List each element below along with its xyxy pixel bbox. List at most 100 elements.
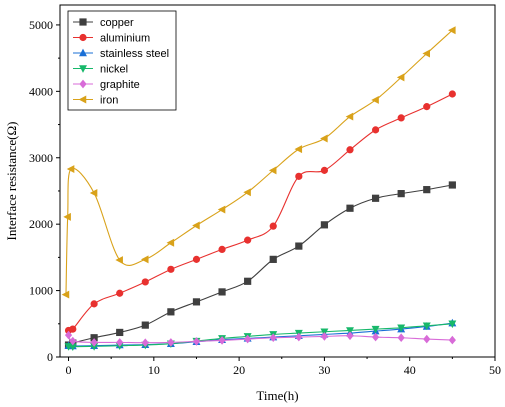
legend-marker: [79, 65, 87, 73]
y-axis-title: Interface resistance(Ω): [4, 122, 19, 241]
legend-item: graphite: [73, 79, 140, 91]
data-point: [192, 298, 201, 306]
data-point: [166, 238, 175, 247]
legend-item: stainless steel: [73, 48, 169, 60]
data-point: [448, 320, 457, 329]
data-point: [422, 322, 431, 331]
plot-frame: [59, 4, 496, 358]
data-point: [269, 255, 277, 263]
legend-marker: [78, 95, 87, 104]
axes: 0 10 20 30 40 50 0 1000 2000 3000 4000 5000: [29, 4, 501, 377]
series-line: [68, 93, 453, 332]
data-point: [346, 327, 354, 335]
data-point: [423, 103, 431, 111]
y-tick-label: 4000: [29, 84, 53, 98]
y-tick-label: 1000: [29, 284, 53, 298]
data-point: [218, 245, 226, 254]
legend-label: nickel: [100, 64, 128, 76]
data-point: [217, 205, 226, 214]
legend-label: graphite: [100, 79, 140, 91]
data-point: [89, 188, 98, 197]
data-point: [397, 324, 406, 333]
data-point: [116, 289, 124, 297]
data-point: [116, 328, 124, 337]
data-point: [244, 236, 252, 244]
legend: copper aluminium stainless steel nickel grap…: [67, 10, 177, 111]
data-point: [69, 336, 77, 346]
legend-item: aluminium: [73, 33, 150, 45]
series-copper: [64, 181, 456, 349]
data-point: [320, 134, 328, 143]
data-point: [269, 333, 277, 343]
data-point: [346, 146, 354, 154]
data-point: [167, 308, 175, 316]
legend-marker: [79, 18, 87, 26]
data-point: [243, 188, 251, 197]
series-iron: [61, 26, 456, 299]
data-point: [63, 212, 71, 221]
legend-label: iron: [100, 95, 118, 107]
data-point: [423, 186, 431, 194]
data-point: [371, 194, 380, 202]
data-point: [61, 290, 70, 299]
data-point: [448, 335, 456, 345]
legend-item: nickel: [73, 64, 128, 76]
data-point: [448, 181, 456, 189]
data-point: [192, 337, 201, 346]
data-point: [397, 190, 405, 198]
x-tick-label: 30: [318, 363, 330, 377]
data-point: [320, 221, 329, 229]
legend-label: copper: [100, 17, 134, 29]
data-point: [64, 330, 73, 340]
data-point: [141, 321, 149, 329]
series-aluminium: [64, 90, 456, 335]
legend-item: copper: [73, 17, 134, 29]
x-tick-label: 10: [148, 363, 160, 377]
data-point: [448, 90, 456, 98]
data-point: [295, 172, 303, 180]
y-tick-label: 0: [47, 350, 53, 364]
data-point: [396, 73, 405, 82]
legend-marker: [79, 48, 87, 57]
x-axis-title: Time(h): [256, 388, 298, 403]
data-point: [345, 112, 354, 121]
legend-label: aluminium: [100, 33, 150, 45]
data-point: [244, 334, 252, 344]
y-tick-label: 3000: [29, 151, 53, 165]
y-tick-label: 5000: [29, 18, 53, 32]
data-point: [268, 166, 277, 175]
y-tick-label: 2000: [29, 217, 53, 231]
data-point: [192, 255, 201, 263]
data-point: [320, 166, 329, 174]
series-graphite: [64, 330, 456, 348]
x-tick-label: 40: [404, 363, 416, 377]
data-point: [140, 255, 149, 264]
data-point: [90, 334, 98, 342]
x-tick-label: 20: [233, 363, 245, 377]
series-line: [68, 334, 453, 344]
series-line: [68, 323, 453, 348]
data-point: [422, 49, 431, 58]
series-layer: [61, 26, 457, 352]
data-point: [218, 336, 226, 345]
legend-marker: [79, 33, 87, 42]
data-point: [397, 114, 405, 122]
data-point: [346, 204, 354, 212]
data-point: [90, 338, 98, 347]
data-point: [244, 277, 252, 285]
data-point: [90, 343, 99, 351]
data-point: [371, 126, 380, 134]
data-point: [141, 278, 149, 286]
legend-box: [67, 10, 177, 111]
data-point: [167, 338, 175, 347]
legend-item: iron: [73, 95, 118, 107]
legend-marker: [79, 79, 87, 89]
x-tick-label: 50: [489, 363, 501, 377]
data-point: [192, 221, 200, 230]
data-point: [90, 300, 98, 308]
data-point: [295, 332, 303, 342]
data-point: [141, 338, 149, 348]
data-point: [371, 325, 380, 334]
